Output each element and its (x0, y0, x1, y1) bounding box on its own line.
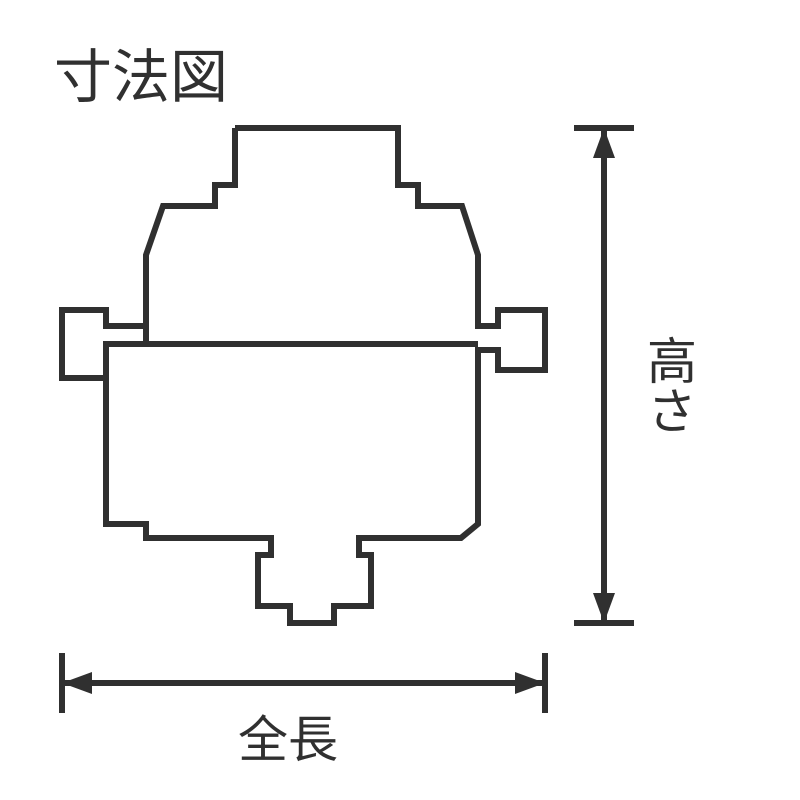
dimension-diagram: 寸法図 高さ 全長 (0, 0, 800, 800)
length-label: 全長 (238, 700, 338, 772)
height-label: 高さ (632, 335, 704, 435)
